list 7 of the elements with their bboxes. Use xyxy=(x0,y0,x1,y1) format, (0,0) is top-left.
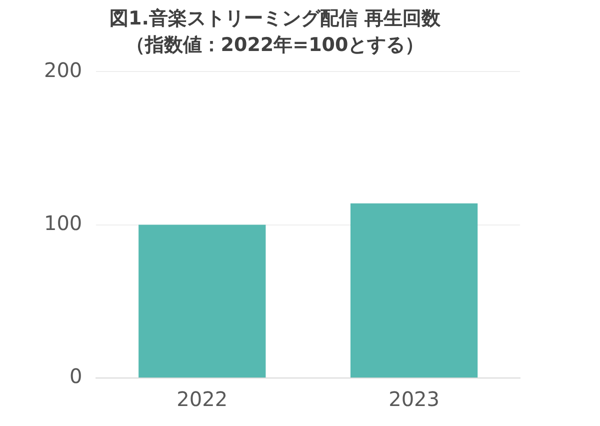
chart-subtitle: （指数値：2022年=100とする） xyxy=(126,34,424,56)
y-tick-label: 200 xyxy=(44,58,82,82)
y-tick-label: 0 xyxy=(69,364,82,388)
chart-title: 図1.音楽ストリーミング配信 再生回数 xyxy=(109,7,442,30)
y-tick-label: 100 xyxy=(44,211,82,236)
x-tick-label: 2023 xyxy=(388,387,440,412)
x-tick-label: 2022 xyxy=(176,387,228,412)
